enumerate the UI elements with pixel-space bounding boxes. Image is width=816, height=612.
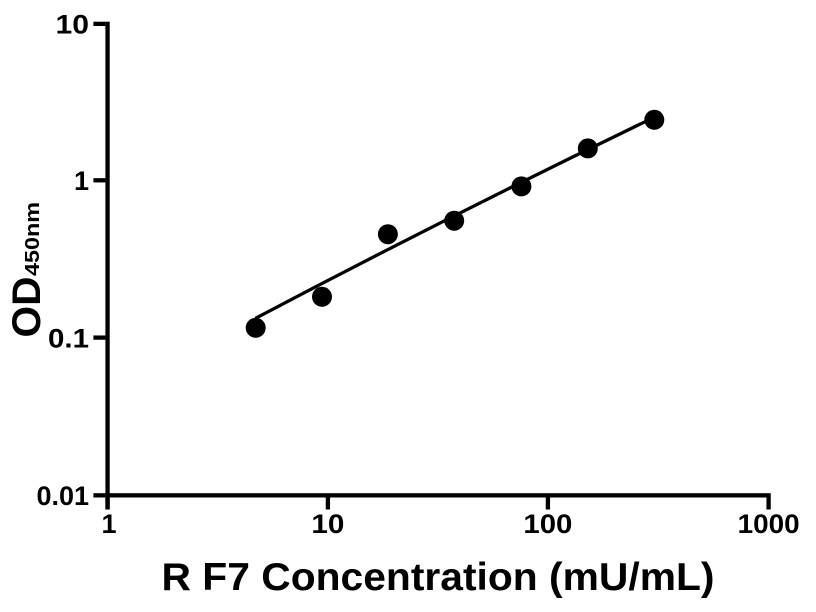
svg-text:450nm: 450nm xyxy=(22,202,44,276)
svg-text:100: 100 xyxy=(523,509,572,539)
svg-text:R F7 Concentration (mU/mL): R F7 Concentration (mU/mL) xyxy=(162,556,715,599)
svg-text:1: 1 xyxy=(74,166,89,196)
svg-text:OD: OD xyxy=(5,277,49,338)
svg-text:0.01: 0.01 xyxy=(36,481,89,511)
svg-text:0.1: 0.1 xyxy=(48,323,89,353)
svg-text:10: 10 xyxy=(56,10,90,40)
svg-text:1000: 1000 xyxy=(738,509,800,539)
svg-text:10: 10 xyxy=(311,509,344,539)
svg-text:1: 1 xyxy=(101,509,116,539)
